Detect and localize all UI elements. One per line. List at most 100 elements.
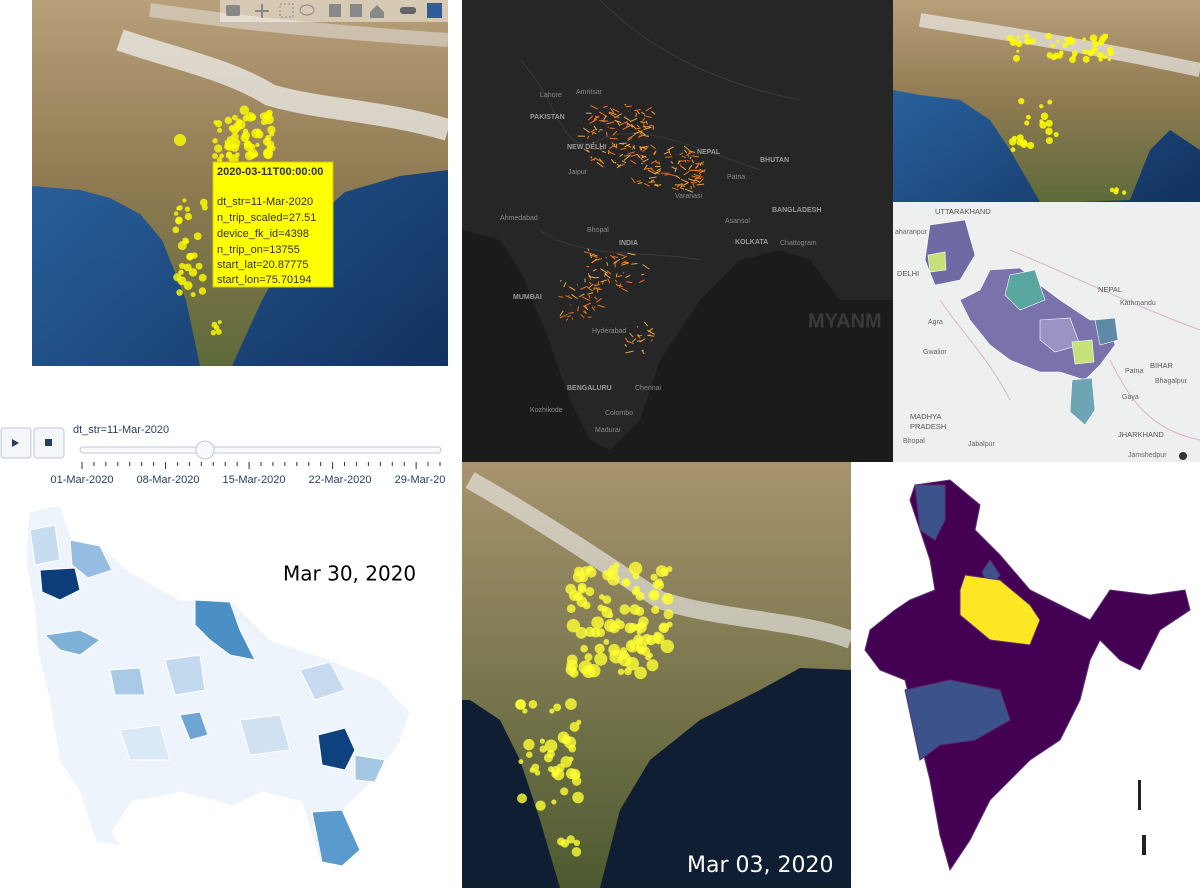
point xyxy=(269,131,275,137)
trail xyxy=(593,258,602,262)
trail xyxy=(627,137,633,141)
trail xyxy=(645,120,648,125)
select-icon[interactable] xyxy=(279,3,294,18)
district xyxy=(299,661,346,701)
trail xyxy=(658,161,661,165)
trail xyxy=(642,117,646,122)
point xyxy=(1046,52,1053,59)
trail xyxy=(650,179,655,182)
point xyxy=(1053,131,1059,138)
trail xyxy=(593,159,596,161)
plotly-logo[interactable] xyxy=(427,3,442,18)
map-label: MUMBAI xyxy=(513,294,542,301)
islands xyxy=(1138,780,1141,810)
trail xyxy=(647,169,656,175)
trail xyxy=(687,155,690,157)
district xyxy=(179,711,209,741)
point xyxy=(523,738,535,751)
trail xyxy=(636,110,640,115)
trail xyxy=(698,178,704,184)
point xyxy=(182,237,189,244)
lasso-icon[interactable] xyxy=(299,4,315,16)
trail xyxy=(688,169,694,172)
trail xyxy=(559,279,562,282)
points xyxy=(172,105,276,336)
point xyxy=(666,566,673,573)
map-label: Agra xyxy=(928,319,943,326)
slider-tick-label: 29-Mar-20 xyxy=(395,474,446,486)
trail xyxy=(587,248,590,252)
date-label: Mar 03, 2020 xyxy=(687,853,833,878)
trail xyxy=(592,116,598,122)
point xyxy=(608,643,621,656)
stop-icon xyxy=(45,439,52,446)
trail xyxy=(679,164,683,169)
trail xyxy=(589,275,592,281)
point xyxy=(539,738,546,744)
point xyxy=(265,134,272,141)
zoom-out-icon[interactable] xyxy=(350,4,362,17)
trail xyxy=(653,151,656,156)
point xyxy=(178,269,184,276)
map-label: Patna xyxy=(1125,368,1143,375)
home-icon[interactable] xyxy=(370,5,384,18)
point xyxy=(653,633,665,645)
toggle-icon[interactable] xyxy=(400,7,416,14)
slider-knob[interactable] xyxy=(195,440,215,460)
point xyxy=(1082,37,1086,42)
point xyxy=(565,664,577,676)
trail xyxy=(623,155,631,161)
trail xyxy=(601,119,609,122)
map-label: BIHAR xyxy=(1150,361,1174,370)
slider-rail[interactable] xyxy=(79,446,442,454)
district-map: UTTARAKHAND aharanpur DELHI NEPAL Kathma… xyxy=(893,202,1200,462)
point xyxy=(1016,49,1020,53)
trail xyxy=(684,188,694,193)
trail xyxy=(627,133,636,140)
trail xyxy=(599,147,603,151)
map-label: NEPAL xyxy=(697,149,721,156)
trail xyxy=(624,103,627,106)
point xyxy=(582,665,596,679)
point xyxy=(569,721,580,732)
point xyxy=(1039,121,1047,129)
point xyxy=(1056,39,1060,43)
map-label: PRADESH xyxy=(910,422,946,431)
zoom-in-icon[interactable] xyxy=(329,4,341,17)
trail xyxy=(637,182,643,185)
trail xyxy=(588,281,592,285)
point xyxy=(1039,104,1044,109)
pan-icon[interactable] xyxy=(255,4,269,18)
district xyxy=(29,524,61,566)
trail xyxy=(634,109,641,112)
camera-icon[interactable] xyxy=(226,5,240,16)
trail xyxy=(582,127,590,133)
map-label: Colombo xyxy=(605,410,633,417)
point xyxy=(199,198,208,207)
point xyxy=(231,132,239,141)
point xyxy=(663,609,674,620)
tooltip: 2020-03-11T00:00:00 dt_str=11-Mar-2020 n… xyxy=(212,161,334,288)
trail xyxy=(626,122,634,128)
trail xyxy=(578,293,585,298)
trail xyxy=(643,183,650,187)
trail xyxy=(639,338,646,343)
trail xyxy=(686,151,693,156)
point xyxy=(535,800,546,811)
trail xyxy=(594,157,603,163)
point xyxy=(577,585,587,594)
trail xyxy=(612,130,618,136)
trail xyxy=(688,165,693,169)
trail xyxy=(619,283,622,289)
point xyxy=(1050,43,1055,48)
info-icon[interactable] xyxy=(1179,452,1187,460)
trail xyxy=(593,283,600,287)
district xyxy=(317,727,356,771)
point xyxy=(1109,187,1115,193)
point xyxy=(184,212,193,221)
trail xyxy=(637,129,646,136)
map-label: INDIA xyxy=(619,240,638,247)
point xyxy=(1098,57,1103,62)
point xyxy=(633,634,644,645)
